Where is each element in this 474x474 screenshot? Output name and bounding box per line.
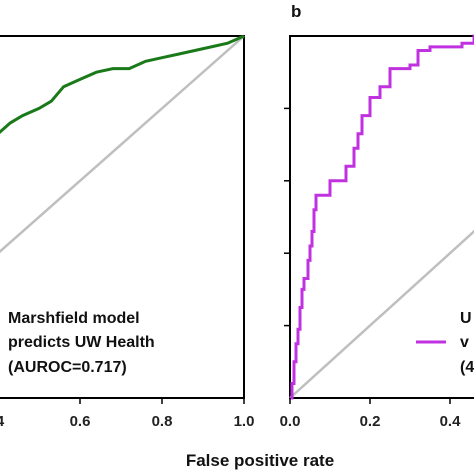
panel-b-legend-line-1: U [460, 310, 472, 327]
panel-a-legend: Marshfield model predicts UW Health (AUR… [8, 310, 155, 376]
panel-b: b 0.0 0.2 0.4 U v (4 [280, 2, 474, 430]
panel-b-x-ticks: 0.0 0.2 0.4 [280, 398, 462, 430]
panel-a-x-tick-label: 0.6 [70, 413, 91, 430]
panel-a-legend-line-1: Marshfield model [8, 310, 140, 327]
panel-b-diagonal-line [289, 229, 474, 399]
panel-a-x-tick-label: .4 [0, 413, 5, 430]
panel-b-legend-line-2: v [460, 334, 469, 351]
panel-b-letter: b [291, 2, 301, 21]
x-axis-label: False positive rate [186, 451, 334, 470]
panel-b-x-tick-label: 0.0 [280, 413, 301, 430]
panel-b-frame [289, 35, 474, 399]
panel-a: .4 0.6 0.8 1.0 Marshfield model predicts UW… [0, 34, 254, 430]
panel-a-x-ticks: .4 0.6 0.8 1.0 [0, 398, 254, 430]
panel-b-x-tick-label: 0.4 [440, 413, 462, 430]
panel-a-legend-line-3: (AUROC=0.717) [8, 359, 127, 376]
panel-a-x-tick-label: 0.8 [152, 413, 173, 430]
panel-b-y-ticks [284, 107, 290, 327]
panel-b-x-tick-label: 0.2 [360, 413, 381, 430]
panel-b-legend-line-3: (4 [460, 359, 474, 376]
panel-a-diagonal-line [0, 35, 245, 254]
panel-b-legend: U v (4 [416, 310, 474, 376]
panel-a-legend-line-2: predicts UW Health [8, 334, 155, 351]
panel-a-frame [0, 35, 245, 399]
panel-a-roc-curve [0, 34, 245, 134]
panel-b-roc-curve [290, 34, 474, 400]
panel-a-x-tick-label: 1.0 [234, 413, 255, 430]
